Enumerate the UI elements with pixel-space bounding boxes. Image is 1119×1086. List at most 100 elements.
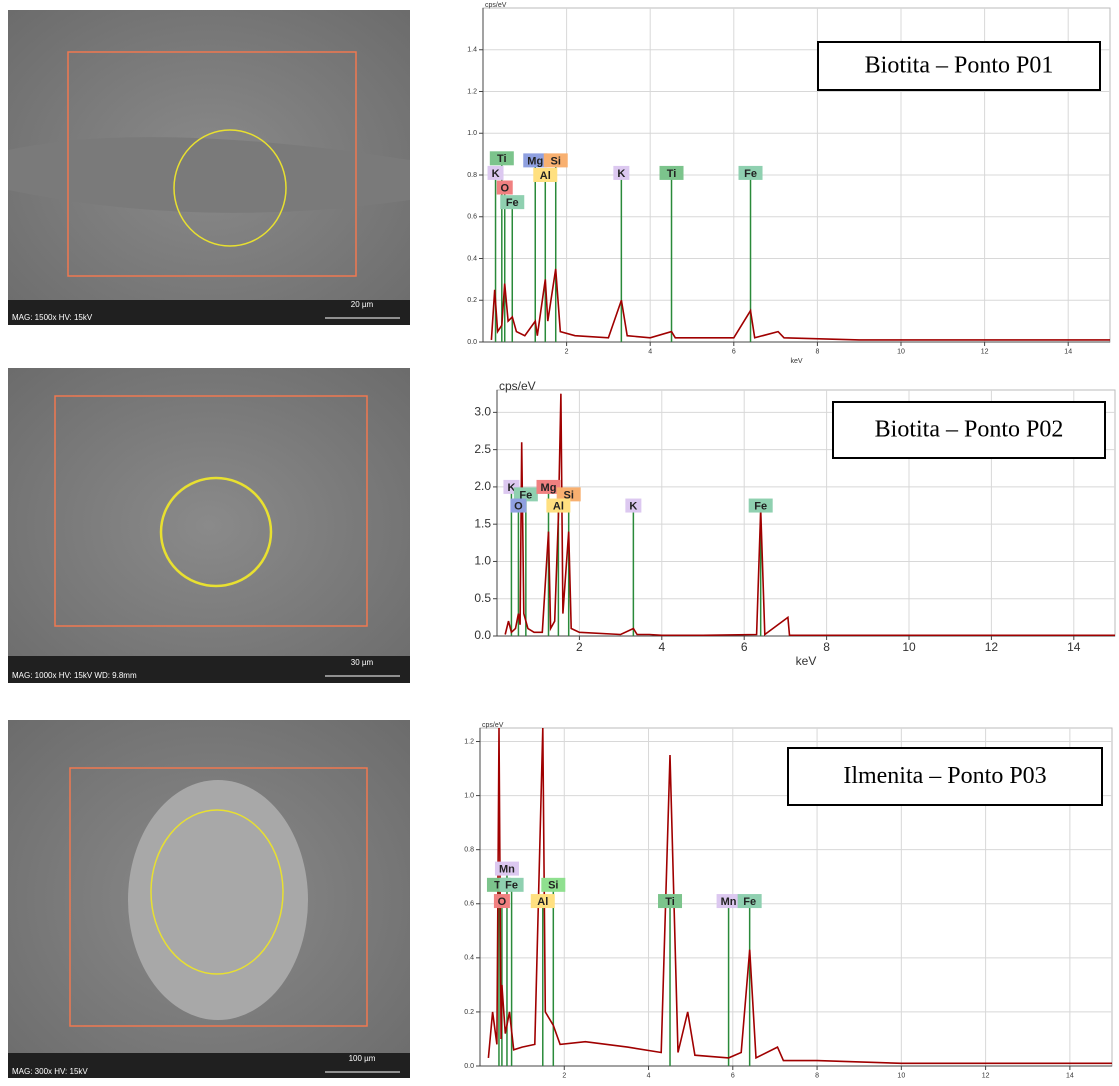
element-label: Si (548, 880, 558, 892)
y-tick-label: 0.2 (467, 297, 477, 304)
element-label: O (514, 500, 523, 512)
spectrum-chart: 0.0 0.2 0.4 0.6 0.8 1.0 1.2 1.4 2 4 6 8 10 12 14 cps/eV… (467, 2, 1111, 365)
scan-area (69, 767, 368, 1027)
title-box (817, 41, 1101, 91)
element-label: Mg (541, 482, 557, 494)
element-tag (533, 168, 558, 182)
y-tick-label: 1.2 (464, 738, 474, 745)
y-tick-label: 1.5 (474, 516, 491, 530)
element-tag (494, 861, 519, 876)
y-tick-label: 1.0 (467, 130, 477, 137)
element-tag (748, 498, 773, 513)
y-tick-label: 1.4 (467, 47, 477, 54)
element-label: Fe (506, 197, 519, 209)
micrograph: MAG: 300x HV: 15kV 100 µm (8, 720, 410, 1078)
element-label: Ti (494, 880, 504, 892)
element-label: Si (563, 489, 573, 501)
info-text: MAG: 1000x HV: 15kV WD: 9.8mm (12, 671, 137, 680)
y-tick-label: 0.0 (474, 628, 491, 642)
scan-area (67, 51, 357, 277)
title-box (832, 401, 1106, 459)
x-axis-label: keV (790, 358, 802, 365)
x-tick-label: 2 (565, 348, 569, 355)
y-axis-label: cps/eV (485, 2, 507, 9)
element-tag (499, 877, 524, 892)
element-label: Fe (744, 168, 757, 180)
x-tick-label: 8 (815, 348, 819, 355)
chart-title: Ilmenita – Ponto P03 (843, 763, 1046, 789)
element-tag (658, 894, 683, 909)
element-tag (510, 498, 527, 513)
element-tag (530, 894, 555, 909)
element-label: Fe (743, 896, 756, 908)
spot (150, 809, 284, 975)
spectrum-chart: 0.0 0.5 1.0 1.5 2.0 2.5 3.0 2 4 6 8 10 12 14 cps/eV keV… (474, 379, 1116, 668)
element-tag (546, 498, 571, 513)
chart-title: Biotita – Ponto P02 (875, 417, 1064, 443)
y-tick-label: 0.2 (464, 1009, 474, 1016)
x-tick-label: 8 (823, 640, 830, 654)
sem-image (8, 368, 410, 683)
spectrum-chart: 0.00.20.40.60.81.01.22468101214cps/eVkeV… (464, 722, 1113, 1086)
title-box (787, 747, 1103, 806)
element-label: Al (537, 896, 548, 908)
x-tick-label: 2 (562, 1072, 566, 1079)
x-axis-label: keV (796, 654, 817, 668)
info-text: MAG: 1500x HV: 15kV (12, 313, 93, 322)
element-label: Mn (721, 896, 737, 908)
scan-area (54, 395, 368, 627)
element-label: K (507, 482, 515, 494)
element-tag (541, 877, 566, 892)
element-label: Al (553, 500, 564, 512)
x-tick-label: 8 (815, 1072, 819, 1079)
info-bar (8, 1053, 410, 1078)
x-tick-label: 12 (982, 1072, 990, 1079)
scale-label: 20 µm (351, 300, 374, 309)
x-tick-label: 10 (897, 348, 905, 355)
element-label: Si (551, 155, 561, 167)
sem-grain (128, 780, 308, 1020)
x-tick-label: 2 (576, 640, 583, 654)
sem-texture (8, 137, 410, 213)
y-tick-label: 0.6 (464, 901, 474, 908)
element-label: K (617, 168, 625, 180)
y-tick-label: 0.6 (467, 214, 477, 221)
element-label: Al (540, 170, 551, 182)
y-axis-label: cps/eV (499, 379, 536, 393)
y-tick-label: 2.5 (474, 442, 491, 456)
y-tick-label: 3.0 (474, 405, 491, 419)
element-label: K (492, 168, 500, 180)
x-tick-label: 10 (897, 1072, 905, 1079)
x-tick-label: 4 (647, 1072, 651, 1079)
y-tick-label: 1.0 (474, 554, 491, 568)
x-tick-label: 4 (648, 348, 652, 355)
x-tick-label: 6 (741, 640, 748, 654)
element-tag (556, 487, 581, 502)
element-tag (543, 153, 568, 168)
y-tick-label: 0.8 (467, 172, 477, 179)
spectrum (487, 728, 1112, 1065)
element-tag (523, 153, 548, 168)
info-bar (8, 300, 410, 325)
y-tick-label: 1.0 (464, 792, 474, 799)
element-tag (738, 165, 763, 180)
spectrum (504, 393, 1115, 636)
element-tag (625, 498, 642, 513)
element-tag (613, 165, 630, 180)
element-label: Mn (499, 864, 515, 876)
x-tick-label: 6 (731, 1072, 735, 1079)
info-bar (8, 656, 410, 683)
element-tag (513, 487, 538, 502)
scale-label: 30 µm (351, 658, 374, 667)
x-tick-label: 10 (902, 640, 916, 654)
y-tick-label: 0.8 (464, 847, 474, 854)
element-label: Ti (667, 168, 677, 180)
x-tick-label: 12 (985, 640, 999, 654)
x-tick-label: 14 (1066, 1072, 1074, 1079)
element-tag (496, 180, 513, 195)
element-tag (659, 165, 684, 180)
element-tag (716, 894, 741, 909)
x-tick-label: 14 (1067, 640, 1081, 654)
